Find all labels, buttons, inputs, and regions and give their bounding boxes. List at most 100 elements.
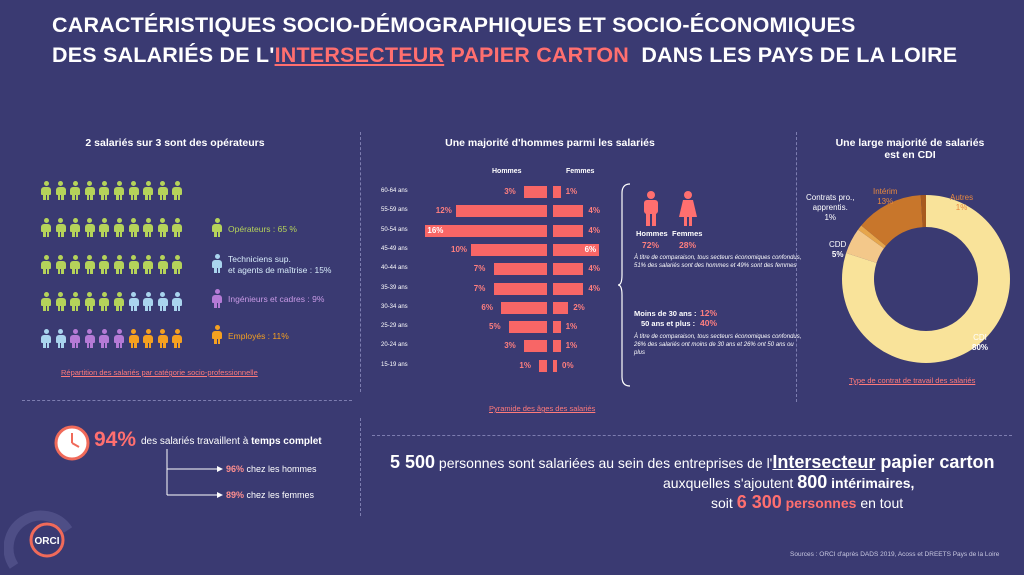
men-value-label: 7% — [473, 283, 486, 293]
woman-icon — [678, 191, 698, 232]
summary-line-1: 5 500 personnes sont salariées au sein d… — [390, 452, 995, 472]
donut-slice-cdi — [842, 195, 1010, 363]
person-icon — [172, 181, 183, 200]
clock-icon — [54, 425, 90, 461]
person-icon — [41, 181, 51, 200]
person-icon — [172, 292, 183, 311]
brace-icon — [618, 183, 631, 387]
men-value-label: 16% — [427, 225, 444, 235]
gender-note: À titre de comparaison, tous secteurs éc… — [634, 255, 802, 269]
man-icon — [641, 191, 661, 232]
divider — [22, 400, 352, 401]
categories-heading: 2 salariés sur 3 sont des opérateurs — [85, 137, 265, 149]
donut-slice-cdd — [846, 229, 884, 263]
men-value-label: 1% — [519, 360, 531, 370]
donut-slice-intérim — [861, 195, 923, 246]
person-icon — [84, 218, 95, 237]
person-icon — [55, 181, 66, 200]
title-line-1: CARACTÉRISTIQUES SOCIO-DÉMOGRAPHIQUES ET… — [52, 13, 856, 37]
age-label: 50-54 ans — [381, 226, 408, 233]
person-icon — [55, 218, 66, 237]
women-value-label: 2% — [573, 302, 585, 312]
person-icon — [157, 255, 168, 274]
bar-women — [553, 263, 584, 276]
men-value-label: 7% — [473, 264, 486, 274]
sources: Sources : ORCI d'après DADS 2019, Acoss … — [790, 551, 1000, 558]
women-pct: 28% — [679, 240, 697, 250]
person-icon — [55, 255, 66, 274]
person-icon — [143, 218, 154, 237]
page-title: CARACTÉRISTIQUES SOCIO-DÉMOGRAPHIQUES ET… — [52, 10, 957, 70]
age-note: À titre de comparaison, tous secteurs éc… — [634, 334, 802, 356]
bar-women — [553, 340, 561, 353]
bar-women — [553, 321, 561, 334]
bar-men — [524, 186, 547, 198]
person-icon — [70, 292, 81, 311]
label-interim: Intérim 13% — [873, 187, 898, 206]
person-icon — [84, 181, 95, 200]
bar-men — [471, 243, 547, 256]
under-30-label: Moins de 30 ans : — [634, 309, 697, 318]
men-value-label: 3% — [504, 341, 516, 351]
women-value-label: 1% — [565, 341, 578, 351]
categories-caption: Répartition des salariés par catégorie s… — [61, 368, 258, 377]
women-value-label: 1% — [565, 187, 578, 196]
person-icon — [157, 329, 168, 348]
person-icon — [70, 181, 81, 200]
women-value-label: 4% — [588, 283, 600, 293]
person-icon — [157, 292, 168, 311]
bar-women — [553, 224, 584, 237]
person-icon — [70, 218, 81, 237]
bar-men — [524, 340, 547, 353]
person-icon — [99, 218, 110, 237]
person-icon — [172, 255, 183, 274]
bar-women — [553, 243, 599, 256]
contracts-caption: Type de contrat de travail des salariés — [849, 376, 976, 385]
men-value-label: 6% — [481, 302, 493, 312]
men-value-label: 12% — [435, 206, 452, 216]
divider — [360, 132, 361, 392]
donut-slice-autres — [920, 195, 926, 228]
person-icon — [114, 181, 124, 200]
fulltime-text: des salariés travaillent à temps complet — [141, 436, 322, 447]
bar-women — [553, 301, 569, 314]
bar-women — [553, 359, 557, 372]
women-value-label: 4% — [588, 264, 600, 274]
person-icon — [99, 181, 110, 200]
fulltime-women: 89% chez les femmes — [226, 490, 315, 500]
person-icon — [114, 255, 124, 274]
over-50-pct: 40% — [700, 318, 718, 328]
age-label: 30-34 ans — [381, 303, 408, 310]
men-pct: 72% — [642, 240, 660, 250]
age-label: 35-39 ans — [381, 284, 408, 291]
person-icon — [114, 292, 124, 311]
svg-text:ORCI: ORCI — [35, 536, 60, 547]
person-icon — [41, 329, 51, 348]
person-icon — [212, 289, 222, 308]
pyramid-caption: Pyramide des âges des salariés — [489, 404, 596, 413]
person-icon — [99, 329, 110, 348]
person-icon — [212, 218, 222, 237]
women-value-label: 4% — [588, 225, 600, 235]
age-label: 45-49 ans — [381, 245, 408, 252]
person-icon — [99, 255, 110, 274]
person-icon — [84, 329, 95, 348]
bar-men — [455, 205, 547, 218]
fulltime-pct: 94% — [94, 428, 137, 451]
label-cdi: CDI 80% — [972, 333, 989, 352]
contract-donut-chart — [842, 195, 1010, 363]
bar-women — [553, 205, 584, 218]
women-value-label: 1% — [565, 322, 578, 332]
person-icon — [212, 325, 222, 344]
women-label: Femmes — [672, 229, 703, 238]
men-value-label: 10% — [451, 244, 468, 254]
age-label: 55-59 ans — [381, 207, 408, 214]
branch-arrows — [166, 449, 223, 498]
person-icon — [114, 329, 124, 348]
women-value-label: 0% — [562, 360, 574, 370]
person-icon — [41, 218, 51, 237]
person-icon — [84, 255, 95, 274]
person-icon — [128, 218, 139, 237]
age-label: 25-29 ans — [381, 323, 408, 330]
divider — [796, 132, 797, 402]
